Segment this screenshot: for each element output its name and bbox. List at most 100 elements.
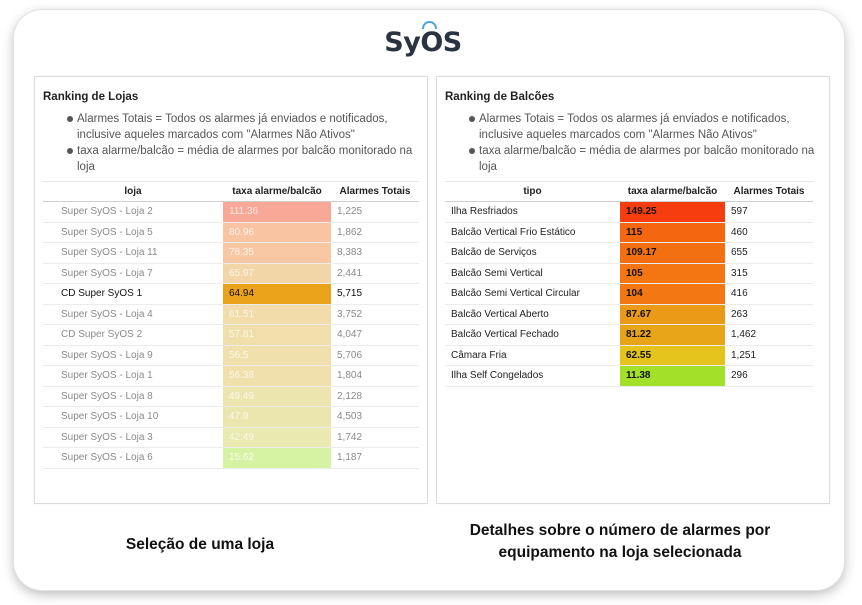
rate-cell[interactable]: 149.25 <box>620 201 725 223</box>
store-name-cell[interactable]: Super SyOS - Loja 3 <box>43 427 223 448</box>
rate-cell[interactable]: 109.17 <box>620 242 725 264</box>
table-row[interactable]: Ilha Resfriados 149.25 597 <box>445 201 813 223</box>
column-header-total[interactable]: Alarmes Totais <box>331 181 419 202</box>
column-header-loja[interactable]: loja <box>43 181 223 202</box>
table-row[interactable]: Super SyOS - Loja 3 42.49 1,742 <box>43 427 419 448</box>
rate-cell[interactable]: 42.49 <box>223 427 331 448</box>
total-alarms-cell[interactable]: 263 <box>725 304 813 325</box>
equipment-type-cell[interactable]: Balcão Vertical Frio Estático <box>445 222 620 243</box>
total-alarms-cell[interactable]: 2,441 <box>331 263 419 284</box>
total-alarms-cell[interactable]: 8,383 <box>331 242 419 264</box>
column-header-tipo[interactable]: tipo <box>445 181 620 202</box>
rate-cell[interactable]: 65.97 <box>223 263 331 284</box>
store-name-cell[interactable]: Super SyOS - Loja 2 <box>43 201 223 223</box>
total-alarms-cell[interactable]: 1,251 <box>725 345 813 366</box>
rate-cell[interactable]: 61.51 <box>223 304 331 325</box>
total-alarms-cell[interactable]: 1,462 <box>725 324 813 346</box>
table-row[interactable]: Super SyOS - Loja 2 111.36 1,225 <box>43 201 419 223</box>
rate-cell[interactable]: 56.38 <box>223 365 331 387</box>
total-alarms-cell[interactable]: 5,715 <box>331 283 419 305</box>
table-row[interactable]: Super SyOS - Loja 9 56.5 5,706 <box>43 345 419 366</box>
equipment-type-cell[interactable]: Balcão Vertical Fechado <box>445 324 620 346</box>
table-row[interactable]: Super SyOS - Loja 1 56.38 1,804 <box>43 365 419 387</box>
total-alarms-cell[interactable]: 296 <box>725 365 813 387</box>
store-name-cell[interactable]: Super SyOS - Loja 8 <box>43 386 223 407</box>
total-alarms-cell[interactable]: 1,862 <box>331 222 419 243</box>
table-row[interactable]: Balcão Vertical Aberto 87.67 263 <box>445 304 813 325</box>
table-row[interactable]: Super SyOS - Loja 6 15.62 1,187 <box>43 447 419 469</box>
equipment-type-cell[interactable]: Balcão de Serviços <box>445 242 620 264</box>
table-row[interactable]: Balcão Semi Vertical 105 315 <box>445 263 813 284</box>
equipment-type-cell[interactable]: Balcão Semi Vertical Circular <box>445 283 620 305</box>
store-name-cell[interactable]: Super SyOS - Loja 11 <box>43 242 223 264</box>
table-row[interactable]: Ilha Self Congelados 11.38 296 <box>445 365 813 387</box>
table-row[interactable]: Super SyOS - Loja 4 61.51 3,752 <box>43 304 419 325</box>
store-name-cell[interactable]: Super SyOS - Loja 6 <box>43 447 223 469</box>
store-name-cell[interactable]: CD Super SyOS 1 <box>43 283 223 305</box>
total-alarms-cell[interactable]: 416 <box>725 283 813 305</box>
total-alarms-cell[interactable]: 1,187 <box>331 447 419 469</box>
caption-equipment-details: Detalhes sobre o número de alarmes por e… <box>469 522 771 561</box>
table-row[interactable]: Balcão de Serviços 109.17 655 <box>445 242 813 264</box>
store-ranking-table: loja taxa alarme/balcão Alarmes Totais S… <box>43 181 419 469</box>
store-ranking-panel: Ranking de Lojas Alarmes Totais = Todos … <box>34 76 428 504</box>
table-row[interactable]: Super SyOS - Loja 5 80.96 1,862 <box>43 222 419 243</box>
store-name-cell[interactable]: Super SyOS - Loja 7 <box>43 263 223 284</box>
notes-list: Alarmes Totais = Todos os alarmes já env… <box>65 111 415 175</box>
table-row[interactable]: CD Super SyOS 2 57.81 4,047 <box>43 324 419 346</box>
equipment-type-cell[interactable]: Ilha Self Congelados <box>445 365 620 387</box>
rate-cell[interactable]: 104 <box>620 283 725 305</box>
equipment-type-cell[interactable]: Ilha Resfriados <box>445 201 620 223</box>
table-row[interactable]: Câmara Fria 62.55 1,251 <box>445 345 813 366</box>
rate-cell[interactable]: 87.67 <box>620 304 725 325</box>
total-alarms-cell[interactable]: 3,752 <box>331 304 419 325</box>
table-row[interactable]: Super SyOS - Loja 11 78.35 8,383 <box>43 242 419 264</box>
rate-cell[interactable]: 115 <box>620 222 725 243</box>
total-alarms-cell[interactable]: 1,742 <box>331 427 419 448</box>
table-row[interactable]: Balcão Vertical Fechado 81.22 1,462 <box>445 324 813 346</box>
total-alarms-cell[interactable]: 5,706 <box>331 345 419 366</box>
equipment-type-cell[interactable]: Câmara Fria <box>445 345 620 366</box>
table-row[interactable]: Balcão Vertical Frio Estático 115 460 <box>445 222 813 243</box>
store-name-cell[interactable]: Super SyOS - Loja 9 <box>43 345 223 366</box>
rate-cell[interactable]: 11.38 <box>620 365 725 387</box>
equipment-type-cell[interactable]: Balcão Vertical Aberto <box>445 304 620 325</box>
rate-cell[interactable]: 56.5 <box>223 345 331 366</box>
column-header-taxa[interactable]: taxa alarme/balcão <box>223 181 331 202</box>
table-row[interactable]: Balcão Semi Vertical Circular 104 416 <box>445 283 813 305</box>
total-alarms-cell[interactable]: 1,804 <box>331 365 419 387</box>
total-alarms-cell[interactable]: 315 <box>725 263 813 284</box>
store-name-cell[interactable]: Super SyOS - Loja 5 <box>43 222 223 243</box>
total-alarms-cell[interactable]: 4,047 <box>331 324 419 346</box>
table-row[interactable]: Super SyOS - Loja 10 47.9 4,503 <box>43 406 419 428</box>
note-item: taxa alarme/balcão = média de alarmes po… <box>467 143 817 175</box>
rate-cell[interactable]: 15.62 <box>223 447 331 469</box>
total-alarms-cell[interactable]: 655 <box>725 242 813 264</box>
total-alarms-cell[interactable]: 597 <box>725 201 813 223</box>
rate-cell[interactable]: 81.22 <box>620 324 725 346</box>
rate-cell[interactable]: 47.9 <box>223 406 331 428</box>
table-row[interactable]: CD Super SyOS 1 64.94 5,715 <box>43 283 419 305</box>
rate-cell[interactable]: 105 <box>620 263 725 284</box>
table-row[interactable]: Super SyOS - Loja 8 49.49 2,128 <box>43 386 419 407</box>
equipment-type-cell[interactable]: Balcão Semi Vertical <box>445 263 620 284</box>
rate-cell[interactable]: 49.49 <box>223 386 331 407</box>
store-name-cell[interactable]: Super SyOS - Loja 1 <box>43 365 223 387</box>
total-alarms-cell[interactable]: 1,225 <box>331 201 419 223</box>
rate-cell[interactable]: 80.96 <box>223 222 331 243</box>
rate-cell[interactable]: 78.35 <box>223 242 331 264</box>
rate-cell[interactable]: 111.36 <box>223 201 331 223</box>
total-alarms-cell[interactable]: 460 <box>725 222 813 243</box>
counter-ranking-panel: Ranking de Balcões Alarmes Totais = Todo… <box>436 76 830 504</box>
store-name-cell[interactable]: CD Super SyOS 2 <box>43 324 223 346</box>
column-header-taxa[interactable]: taxa alarme/balcão <box>620 181 725 202</box>
table-row[interactable]: Super SyOS - Loja 7 65.97 2,441 <box>43 263 419 284</box>
rate-cell[interactable]: 62.55 <box>620 345 725 366</box>
column-header-total[interactable]: Alarmes Totais <box>725 181 813 202</box>
rate-cell[interactable]: 57.81 <box>223 324 331 346</box>
store-name-cell[interactable]: Super SyOS - Loja 4 <box>43 304 223 325</box>
total-alarms-cell[interactable]: 4,503 <box>331 406 419 428</box>
store-name-cell[interactable]: Super SyOS - Loja 10 <box>43 406 223 428</box>
total-alarms-cell[interactable]: 2,128 <box>331 386 419 407</box>
rate-cell[interactable]: 64.94 <box>223 283 331 305</box>
